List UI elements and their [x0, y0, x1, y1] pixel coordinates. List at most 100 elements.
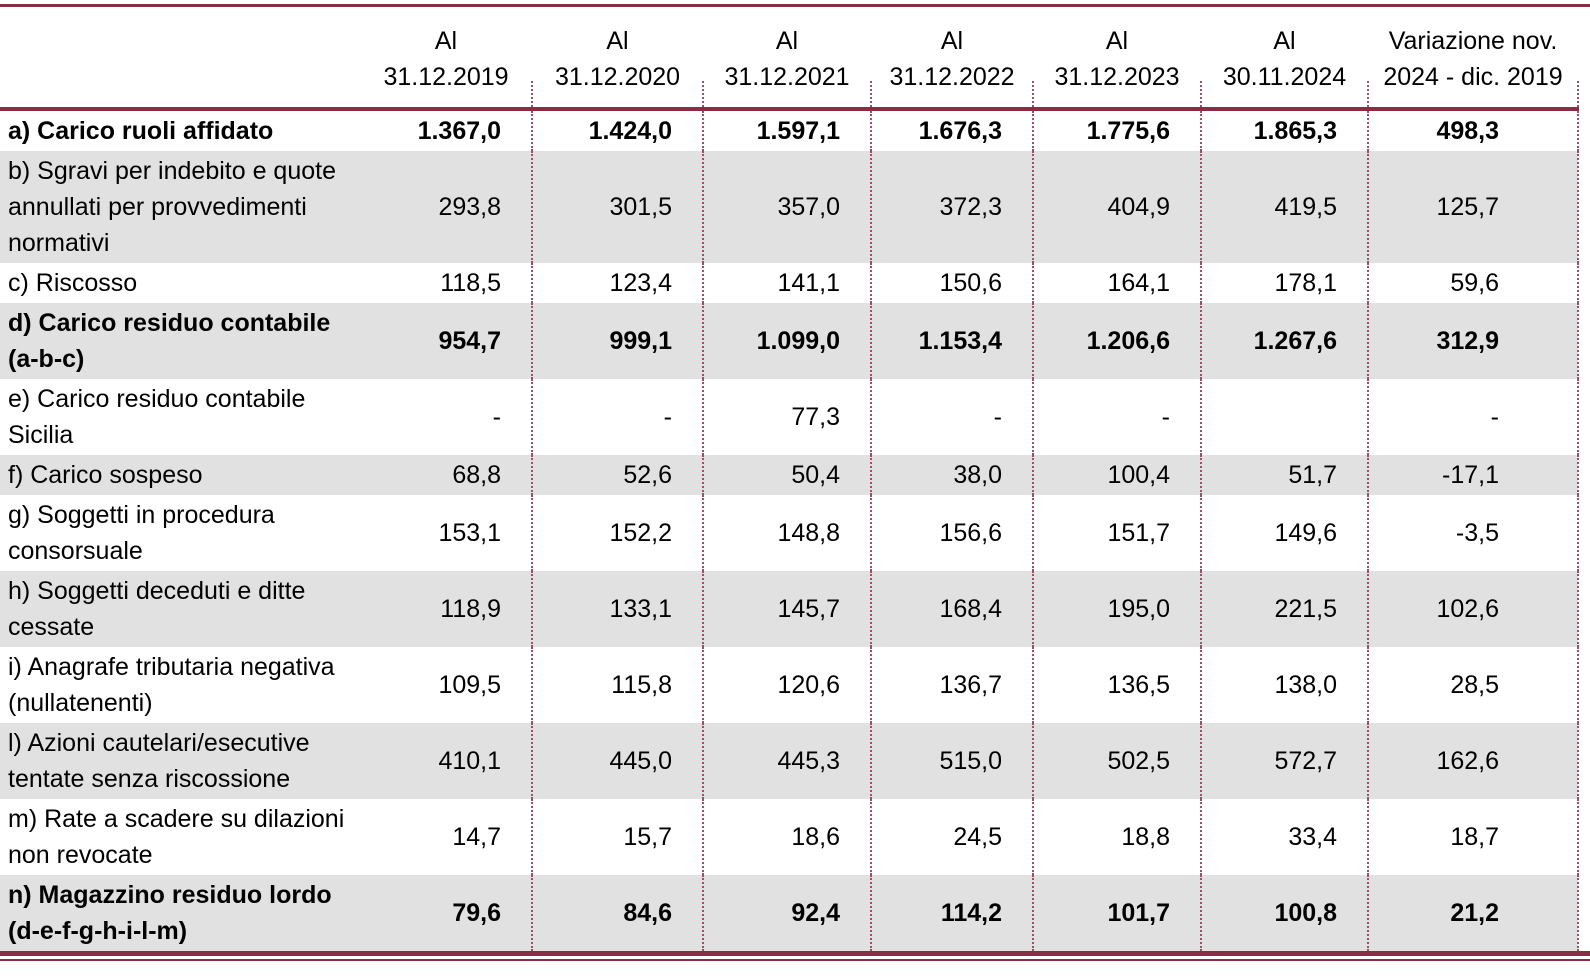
cell-d-al-31-12-2022: 1.153,4	[870, 303, 1033, 379]
cell-b-al-31-12-2020: 301,5	[531, 151, 703, 263]
cell-n-al-31-12-2022: 114,2	[870, 875, 1033, 951]
cell-l-al-31-12-2023: 502,5	[1032, 723, 1201, 799]
cell-f-variazione: -17,1	[1367, 455, 1579, 495]
row-label-n: n) Magazzino residuo lordo (d-e-f-g-h-i-…	[8, 881, 332, 945]
cell-i-al-31-12-2022: 136,7	[870, 647, 1033, 723]
cell-h-al-31-12-2019: 118,9	[440, 595, 501, 623]
cell-h-al-31-12-2022: 168,4	[870, 571, 1033, 647]
cell-h-al-31-12-2021: 145,7	[702, 571, 871, 647]
cell-d-al-31-12-2019: 954,7	[438, 327, 501, 355]
cell-e-al-31-12-2019: -	[492, 403, 501, 431]
row-label-b: b) Sgravi per indebito e quote annullati…	[8, 157, 336, 257]
cell-f-al-31-12-2021: 50,4	[702, 455, 871, 495]
column-header-al-30-11-2024: Al 30.11.2024	[1200, 7, 1368, 111]
table-row-l: l) Azioni cautelari/esecutive tentate se…	[0, 723, 1579, 799]
cell-c-al-31-12-2022: 150,6	[870, 263, 1033, 303]
cell-i-al-31-12-2023: 136,5	[1032, 647, 1201, 723]
cell-d-al-30-11-2024: 1.267,6	[1200, 303, 1368, 379]
cell-i-variazione: 28,5	[1367, 647, 1579, 723]
column-header-al-31-12-2023: Al 31.12.2023	[1032, 7, 1201, 111]
cell-g-al-31-12-2020: 152,2	[531, 495, 703, 571]
cell-h-al-30-11-2024: 221,5	[1200, 571, 1368, 647]
cell-g-al-31-12-2022: 156,6	[870, 495, 1033, 571]
cell-n-al-31-12-2023: 101,7	[1032, 875, 1201, 951]
table-row-a: a) Carico ruoli affidato 1.367,0 1.424,0 1.…	[0, 109, 1579, 151]
cell-f-al-31-12-2022: 38,0	[870, 455, 1033, 495]
cell-l-variazione: 162,6	[1367, 723, 1579, 799]
cell-a-al-31-12-2019: 1.367,0	[417, 117, 501, 145]
cell-m-al-30-11-2024: 33,4	[1200, 799, 1368, 875]
cell-m-al-31-12-2020: 15,7	[531, 799, 703, 875]
column-header-al-31-12-2019: Al 31.12.2019	[360, 7, 532, 111]
cell-g-variazione: -3,5	[1367, 495, 1579, 571]
cell-d-al-31-12-2020: 999,1	[531, 303, 703, 379]
cell-n-al-31-12-2020: 84,6	[531, 875, 703, 951]
cell-f-al-30-11-2024: 51,7	[1200, 455, 1368, 495]
row-label-c: c) Riscosso	[8, 269, 138, 297]
cell-a-al-30-11-2024: 1.865,3	[1200, 109, 1368, 151]
cell-e-al-30-11-2024	[1200, 379, 1368, 455]
cell-h-al-31-12-2020: 133,1	[531, 571, 703, 647]
cell-m-al-31-12-2019: 14,7	[452, 823, 501, 851]
cell-l-al-31-12-2020: 445,0	[531, 723, 703, 799]
column-header-al-31-12-2022: Al 31.12.2022	[870, 7, 1033, 111]
cell-b-variazione: 125,7	[1367, 151, 1579, 263]
cell-f-al-31-12-2023: 100,4	[1032, 455, 1201, 495]
cell-d-al-31-12-2023: 1.206,6	[1032, 303, 1201, 379]
cell-a-variazione: 498,3	[1367, 109, 1579, 151]
row-label-i: i) Anagrafe tributaria negativa (nullate…	[8, 653, 335, 717]
column-header-label	[0, 7, 360, 111]
cell-c-al-31-12-2020: 123,4	[531, 263, 703, 303]
cell-g-al-31-12-2019: 153,1	[438, 519, 501, 547]
cell-g-al-31-12-2023: 151,7	[1032, 495, 1201, 571]
table-row-f: f) Carico sospeso 68,8 52,6 50,4 38,0 100,4 51…	[0, 455, 1579, 495]
cell-f-al-31-12-2019: 68,8	[452, 461, 501, 489]
cell-l-al-31-12-2022: 515,0	[870, 723, 1033, 799]
column-header-al-31-12-2021: Al 31.12.2021	[702, 7, 871, 111]
cell-i-al-31-12-2020: 115,8	[531, 647, 703, 723]
cell-c-al-30-11-2024: 178,1	[1200, 263, 1368, 303]
table-row-g: g) Soggetti in procedura consorsuale 153,…	[0, 495, 1579, 571]
cell-c-variazione: 59,6	[1367, 263, 1579, 303]
row-label-h: h) Soggetti deceduti e ditte cessate	[8, 577, 306, 641]
cell-i-al-31-12-2019: 109,5	[438, 671, 501, 699]
cell-d-al-31-12-2021: 1.099,0	[702, 303, 871, 379]
table-row-n: n) Magazzino residuo lordo (d-e-f-g-h-i-…	[0, 875, 1579, 951]
magazzino-residuo-table-wrap: Al 31.12.2019 Al 31.12.2020 Al 31.12.2021 A…	[0, 4, 1590, 956]
cell-h-al-31-12-2023: 195,0	[1032, 571, 1201, 647]
financial-report-page: Al 31.12.2019 Al 31.12.2020 Al 31.12.2021 A…	[0, 4, 1590, 961]
cell-e-al-31-12-2022: -	[870, 379, 1033, 455]
table-row-m: m) Rate a scadere su dilazioni non revoc…	[0, 799, 1579, 875]
cell-c-al-31-12-2021: 141,1	[702, 263, 871, 303]
table-header: Al 31.12.2019 Al 31.12.2020 Al 31.12.2021 A…	[0, 7, 1579, 111]
row-label-l: l) Azioni cautelari/esecutive tentate se…	[8, 729, 310, 793]
cell-b-al-31-12-2023: 404,9	[1032, 151, 1201, 263]
cell-f-al-31-12-2020: 52,6	[531, 455, 703, 495]
cell-m-variazione: 18,7	[1367, 799, 1579, 875]
cell-n-al-31-12-2019: 79,6	[452, 899, 501, 927]
cell-e-al-31-12-2023: -	[1032, 379, 1201, 455]
cell-e-variazione: -	[1367, 379, 1579, 455]
cell-n-variazione: 21,2	[1367, 875, 1579, 951]
table-row-e: e) Carico residuo contabile Sicilia - -77,…	[0, 379, 1579, 455]
column-header-variazione: Variazione nov. 2024 - dic. 2019	[1367, 7, 1579, 111]
row-label-m: m) Rate a scadere su dilazioni non revoc…	[8, 805, 345, 869]
bottom-rule	[0, 959, 1590, 961]
cell-a-al-31-12-2020: 1.424,0	[531, 109, 703, 151]
cell-i-al-30-11-2024: 138,0	[1200, 647, 1368, 723]
table-row-h: h) Soggetti deceduti e ditte cessate 118,…	[0, 571, 1579, 647]
cell-b-al-31-12-2021: 357,0	[702, 151, 871, 263]
cell-n-al-30-11-2024: 100,8	[1200, 875, 1368, 951]
cell-n-al-31-12-2021: 92,4	[702, 875, 871, 951]
cell-a-al-31-12-2023: 1.775,6	[1032, 109, 1201, 151]
cell-h-variazione: 102,6	[1367, 571, 1579, 647]
row-label-e: e) Carico residuo contabile Sicilia	[8, 385, 306, 449]
cell-d-variazione: 312,9	[1367, 303, 1579, 379]
column-header-al-31-12-2020: Al 31.12.2020	[531, 7, 703, 111]
table-body: a) Carico ruoli affidato 1.367,0 1.424,0 1.…	[0, 109, 1579, 951]
table-row-d: d) Carico residuo contabile (a-b-c) 954,7…	[0, 303, 1579, 379]
cell-a-al-31-12-2022: 1.676,3	[870, 109, 1033, 151]
table-row-i: i) Anagrafe tributaria negativa (nullate…	[0, 647, 1579, 723]
cell-e-al-31-12-2021: 77,3	[702, 379, 871, 455]
cell-l-al-30-11-2024: 572,7	[1200, 723, 1368, 799]
